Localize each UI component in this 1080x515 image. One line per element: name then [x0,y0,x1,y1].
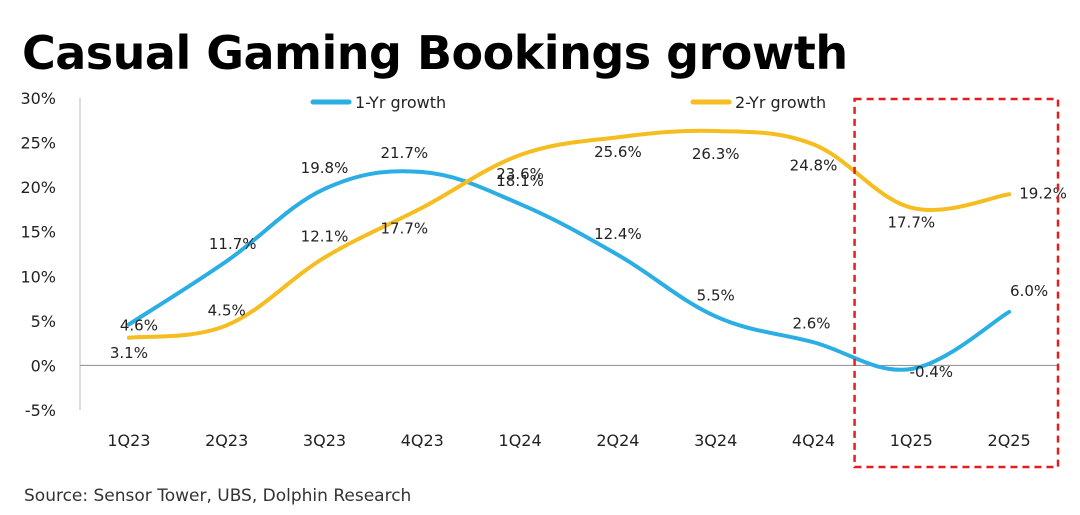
y-tick-label: 10% [20,267,56,286]
data-point [812,340,815,344]
data-point [714,314,718,318]
legend-label: 1-Yr growth [355,93,446,112]
data-labels: 4.6% 11.7% 19.8% 21.7% 18.1% 12.4% 5.5% 2.6% -0.… [110,143,1067,381]
x-tick-label: 3Q23 [303,431,346,450]
y-tick-label: 25% [20,134,56,153]
data-point [812,142,815,146]
data-point [714,129,718,133]
series-line-1 [126,169,1012,372]
data-point [420,170,424,174]
y-tick-label: 5% [31,312,56,331]
data-label: 6.0% [1010,282,1048,300]
data-label: 17.7% [380,220,428,238]
series-line-2 [126,128,1012,340]
data-point [127,336,131,340]
chart-title: Casual Gaming Bookings growth [22,26,848,80]
y-tick-label: 30% [20,89,56,108]
x-tick-label: 1Q25 [890,431,933,450]
data-label: 17.7% [887,214,935,232]
data-point [518,202,522,206]
y-tick-label: 15% [20,223,56,242]
data-label: 23.6% [496,165,544,183]
data-label: 19.2% [1019,184,1067,202]
data-point [518,153,522,157]
x-tick-label: 2Q25 [988,431,1031,450]
data-point [909,367,913,371]
data-point [225,259,229,263]
series-lines [126,128,1012,372]
data-label: 5.5% [697,286,735,304]
data-point [420,206,424,210]
data-point [616,253,620,257]
y-tick-label: -5% [25,401,56,420]
data-point [1007,192,1011,196]
y-axis: 30% 25% 20% 15% 10% 5% 0% -5% [20,89,1058,420]
source-note: Source: Sensor Tower, UBS, Dolphin Resea… [24,486,412,506]
data-point [323,256,326,260]
data-label: 3.1% [110,344,148,362]
x-tick-label: 2Q23 [205,431,248,450]
data-point [1007,310,1011,314]
x-tick-label: 2Q24 [596,431,639,450]
data-point [323,187,326,191]
data-label: 19.8% [301,159,349,177]
data-point [225,323,229,327]
data-label: 4.5% [208,301,246,319]
x-tick-label: 4Q23 [401,431,444,450]
y-tick-label: 20% [20,178,56,197]
data-label: 26.3% [692,145,740,163]
data-point [909,206,913,210]
legend-label: 2-Yr growth [735,93,826,112]
data-label: 4.6% [120,316,158,334]
highlight-box [853,97,1060,469]
data-label: 12.1% [301,228,349,246]
data-label: 11.7% [209,235,257,253]
data-label: 18.1% [496,172,544,190]
x-tick-label: 4Q24 [792,431,835,450]
data-label: 12.4% [594,225,642,243]
data-point [127,322,131,326]
x-tick-label: 1Q23 [107,431,150,450]
y-tick-label: 0% [31,356,56,375]
data-point [616,135,620,139]
x-axis: 1Q23 2Q23 3Q23 4Q23 1Q24 2Q24 3Q24 4Q24 1Q25 2Q25 [107,431,1030,450]
data-label: 24.8% [790,156,838,174]
legend: 1-Yr growth 2-Yr growth [310,93,826,112]
data-label: -0.4% [910,363,954,381]
x-tick-label: 1Q24 [499,431,542,450]
data-label: 25.6% [594,143,642,161]
data-label: 2.6% [792,314,830,332]
x-tick-label: 3Q24 [694,431,737,450]
data-label: 21.7% [380,144,428,162]
